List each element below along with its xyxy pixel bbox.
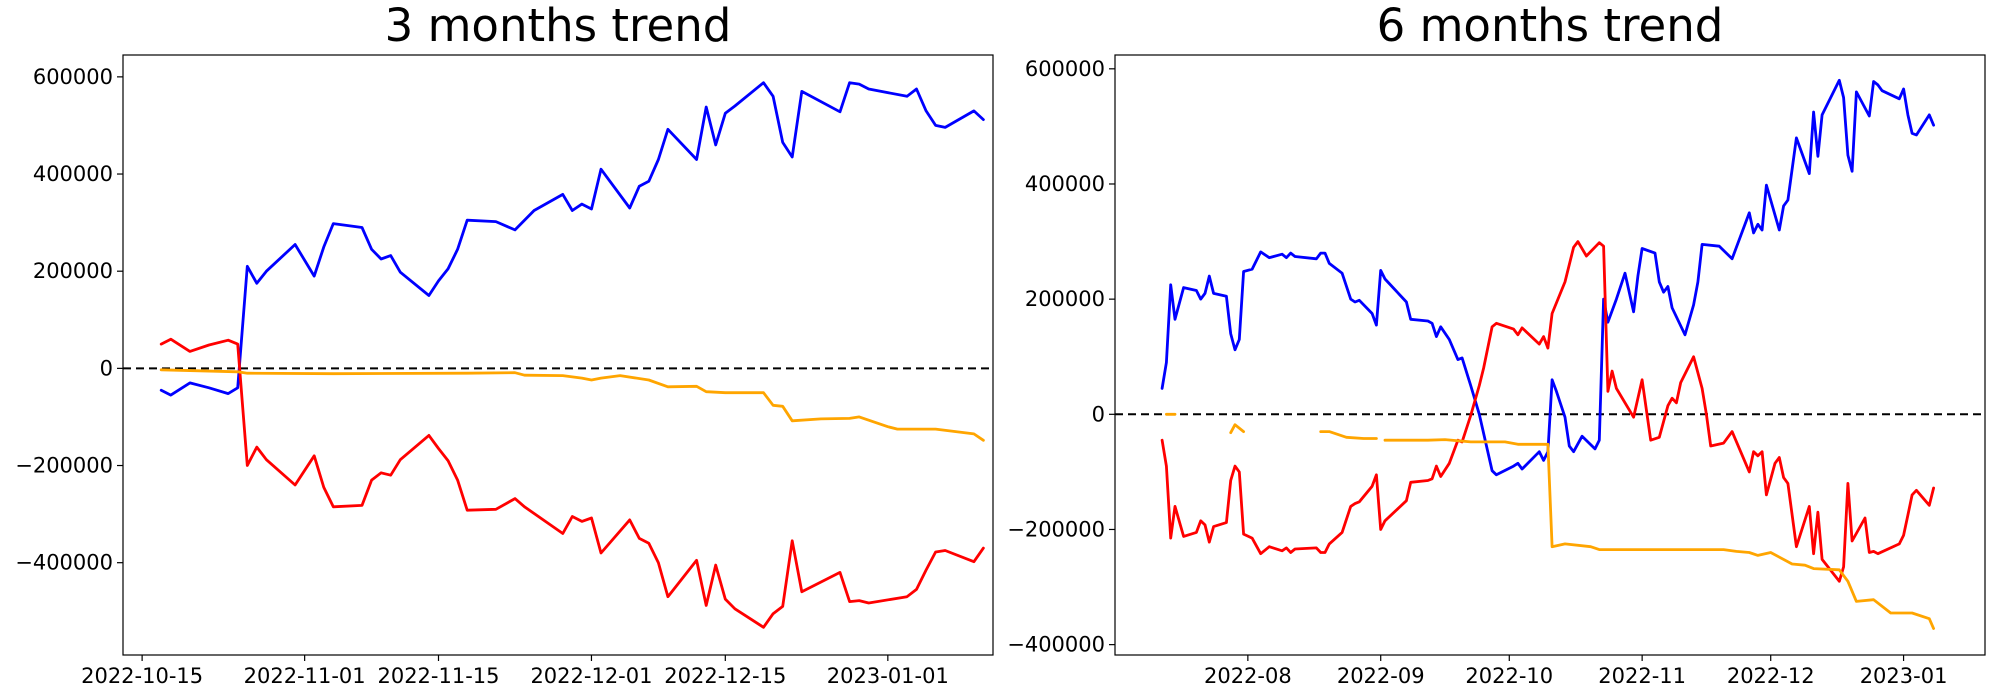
series-line-2 (159, 368, 985, 442)
x-tick-label: 2022-10 (1465, 664, 1553, 688)
y-tick-label: 0 (1092, 402, 1105, 426)
x-tick-label: 2023-01-01 (827, 664, 949, 688)
x-tick-label: 2022-11 (1598, 664, 1686, 688)
x-tick-label: 2022-09 (1337, 664, 1425, 688)
y-tick-label: 600000 (1025, 57, 1105, 81)
y-tick-label: 200000 (1025, 287, 1105, 311)
y-tick-label: −400000 (1007, 633, 1105, 657)
x-tick-label: 2022-08 (1204, 664, 1292, 688)
x-tick-label: 2022-12-15 (664, 664, 786, 688)
x-tick-label: 2022-12-01 (530, 664, 652, 688)
series-line-2-segment-3 (1383, 438, 1935, 630)
series-group (1160, 78, 1935, 630)
y-tick-label: 600000 (33, 65, 113, 89)
plot-frame (122, 54, 994, 656)
plot-frame (1114, 54, 1986, 656)
chart-panel-6-months: 6 months trend 600000 400000 200000 0 −200000… (1007, 0, 1986, 688)
y-tick-label: −200000 (15, 454, 113, 478)
x-tick-label: 2023-01 (1860, 664, 1948, 688)
y-tick-label: −200000 (1007, 517, 1105, 541)
y-tick-label: −400000 (15, 551, 113, 575)
series-line-2-segment-2 (1319, 430, 1378, 440)
y-tick-label: 400000 (1025, 172, 1105, 196)
x-tick-label: 2022-11-01 (244, 664, 366, 688)
series-group (159, 81, 985, 629)
chart-title: 3 months trend (385, 0, 732, 52)
x-tick-label: 2022-12 (1727, 664, 1815, 688)
series-line-0 (159, 81, 985, 397)
series-line-2-segment-1 (1229, 423, 1245, 435)
series-line-1 (159, 337, 985, 629)
series-line-0 (1160, 78, 1935, 477)
y-tick-label: 400000 (33, 162, 113, 186)
x-tick-label: 2022-11-15 (377, 664, 499, 688)
x-tick-label: 2022-10-15 (81, 664, 203, 688)
chart-title: 6 months trend (1377, 0, 1724, 52)
y-tick-label: 0 (100, 356, 113, 380)
y-tick-label: 200000 (33, 259, 113, 283)
chart-panel-3-months: 3 months trend 600000 400000 200000 0 −200000… (15, 0, 994, 688)
series-line-1 (1160, 240, 1935, 583)
